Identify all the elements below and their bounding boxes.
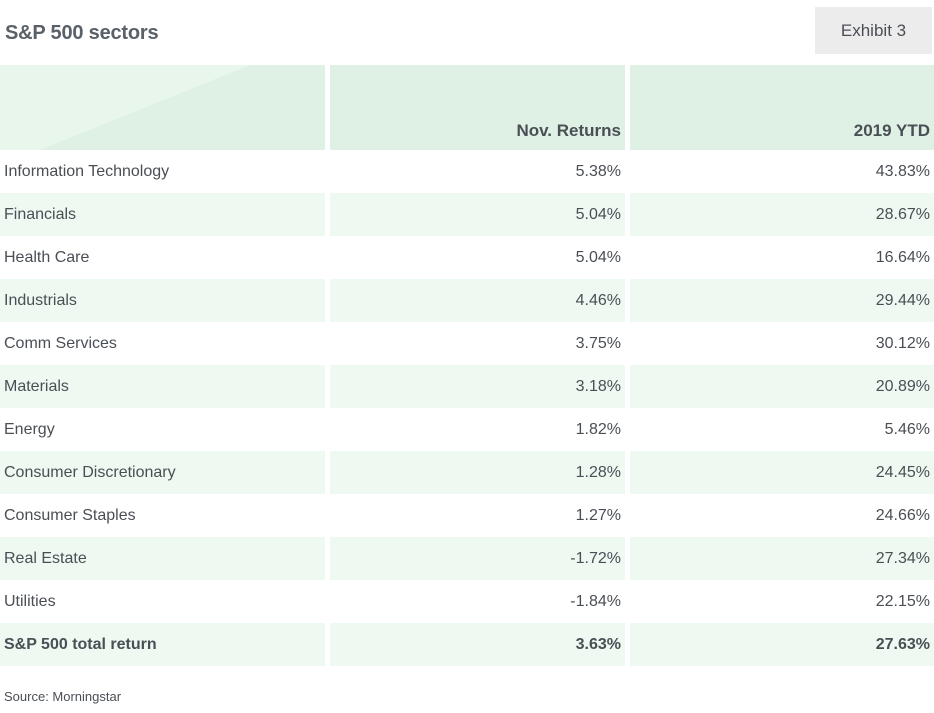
nov-return-value: 4.46% (330, 279, 625, 322)
table-row: Energy 1.82% 5.46% (0, 408, 934, 451)
sector-label: Industrials (0, 279, 325, 322)
table-row: Real Estate -1.72% 27.34% (0, 537, 934, 580)
nov-return-value: 5.04% (575, 248, 621, 266)
nov-return-value: -1.84% (570, 592, 621, 610)
ytd-return-value: 28.67% (630, 193, 934, 236)
table-row: Industrials 4.46% 29.44% (0, 279, 934, 322)
column-header: Nov. Returns (516, 121, 621, 140)
table-row: Financials 5.04% 28.67% (0, 193, 934, 236)
nov-return-value: 5.38% (575, 162, 621, 180)
table-row: Information Technology 5.38% 43.83% (0, 150, 934, 193)
ytd-return-value: 16.64% (875, 248, 930, 266)
sector-label: Consumer Staples (4, 506, 136, 524)
sector-label: Information Technology (4, 162, 170, 180)
ytd-return-value: 5.46% (884, 420, 930, 438)
ytd-return-value: 24.66% (875, 506, 930, 524)
nov-return-value: -1.72% (330, 537, 625, 580)
nov-return-value: 1.27% (575, 506, 621, 524)
sector-label: Utilities (4, 592, 56, 610)
column-header: 2019 YTD (853, 121, 930, 140)
ytd-return-value: 20.89% (630, 365, 934, 408)
chart-title: S&P 500 sectors (5, 22, 159, 44)
table-body: Information Technology 5.38% 43.83% Financi… (0, 150, 934, 666)
sector-label: Financials (0, 193, 325, 236)
ytd-return-value: 27.63% (630, 623, 934, 666)
table-row: Materials 3.18% 20.89% (0, 365, 934, 408)
nov-return-value: 3.75% (575, 334, 621, 352)
nov-return-value: 3.63% (330, 623, 625, 666)
header-2019-ytd: 2019 YTD (630, 65, 934, 150)
nov-return-value: 1.28% (330, 451, 625, 494)
sector-label: Real Estate (0, 537, 325, 580)
nov-return-value: 1.82% (575, 420, 621, 438)
ytd-return-value: 24.45% (630, 451, 934, 494)
table-row: Utilities -1.84% 22.15% (0, 580, 934, 623)
sector-label: Materials (0, 365, 325, 408)
total-row: S&P 500 total return 3.63% 27.63% (0, 623, 934, 666)
source-note: Source: Morningstar (4, 689, 122, 704)
sectors-table: Nov. Returns 2019 YTD Information Techno… (0, 65, 934, 666)
table-header: Nov. Returns 2019 YTD (0, 65, 934, 150)
ytd-return-value: 27.34% (630, 537, 934, 580)
exhibit-label: Exhibit 3 (815, 7, 932, 54)
ytd-return-value: 22.15% (875, 592, 930, 610)
ytd-return-value: 43.83% (875, 162, 930, 180)
table-row: Consumer Staples 1.27% 24.66% (0, 494, 934, 537)
sector-label: Comm Services (4, 334, 117, 352)
table-row: Comm Services 3.75% 30.12% (0, 322, 934, 365)
sector-label: S&P 500 total return (0, 623, 325, 666)
sector-label: Health Care (4, 248, 90, 266)
sector-label: Consumer Discretionary (0, 451, 325, 494)
nov-return-value: 3.18% (330, 365, 625, 408)
header-nov-returns: Nov. Returns (330, 65, 625, 150)
table-row: Health Care 5.04% 16.64% (0, 236, 934, 279)
header-corner-cell (0, 65, 325, 150)
header-diagonal-decoration (0, 65, 250, 150)
ytd-return-value: 30.12% (875, 334, 930, 352)
ytd-return-value: 29.44% (630, 279, 934, 322)
table-row: Consumer Discretionary 1.28% 24.45% (0, 451, 934, 494)
nov-return-value: 5.04% (330, 193, 625, 236)
sector-label: Energy (4, 420, 55, 438)
